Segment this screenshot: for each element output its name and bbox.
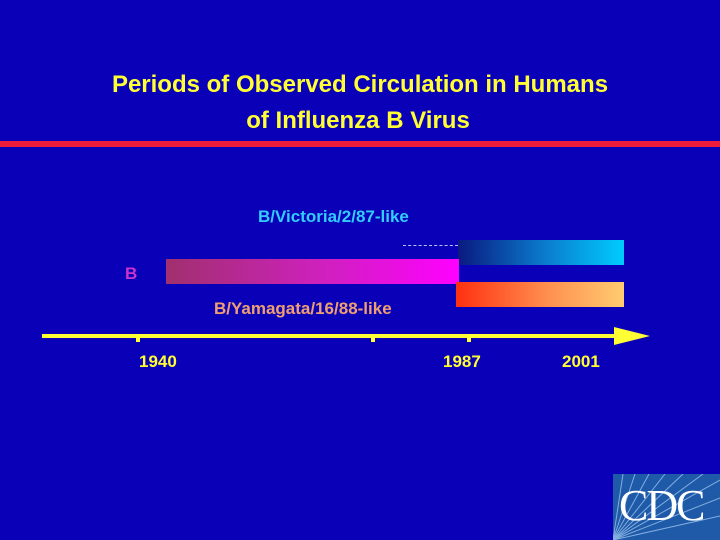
timeline-axis [42, 334, 624, 338]
victoria-dashed-line [403, 245, 458, 246]
timeline-arrow-icon [614, 327, 650, 345]
cdc-ray-lines-icon [613, 474, 720, 540]
slide-title-line1: Periods of Observed Circulation in Human… [111, 71, 609, 98]
title-divider [0, 141, 720, 147]
tick-1940 [136, 336, 140, 342]
b-lineage-bar [166, 259, 459, 284]
year-label-1940: 1940 [139, 352, 177, 371]
tick-1987 [371, 336, 375, 342]
cdc-logo: CDC [613, 474, 720, 540]
slide-title-line2: of Influenza B Virus [246, 107, 470, 134]
year-label-2001: 2001 [562, 352, 600, 371]
victoria-bar [458, 240, 624, 265]
yamagata-bar [456, 282, 624, 307]
cdc-logo-text: CDC [619, 481, 705, 530]
tick-2001 [467, 336, 471, 342]
victoria-label: B/Victoria/2/87-like [258, 207, 409, 226]
yamagata-label: B/Yamagata/16/88-like [214, 299, 392, 318]
year-label-1987: 1987 [443, 352, 481, 371]
b-label: B [125, 264, 138, 283]
